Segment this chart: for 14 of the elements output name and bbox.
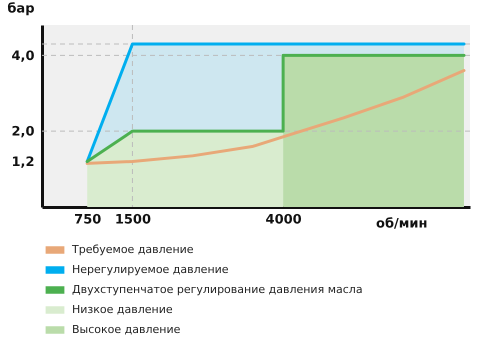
y-tick-label: 1,2 xyxy=(11,155,34,170)
y-axis-title: бар xyxy=(7,2,34,16)
x-axis-title: об/мин xyxy=(376,216,428,232)
legend-label: Высокое давление xyxy=(72,323,181,336)
x-tick-label: 1500 xyxy=(114,212,152,228)
legend-label: Требуемое давление xyxy=(71,243,194,256)
legend-label: Нерегулируемое давление xyxy=(72,263,229,276)
legend-label: Двухступенчатое регулирование давления масла xyxy=(72,283,363,296)
y-tick-label: 2,0 xyxy=(11,124,34,140)
line-series xyxy=(86,69,466,165)
x-tick-label: 750 xyxy=(74,212,102,228)
x-tick-label: 4000 xyxy=(266,212,302,228)
y-tick-label: 4,0 xyxy=(11,48,34,64)
legend-label: Низкое давление xyxy=(72,303,173,316)
